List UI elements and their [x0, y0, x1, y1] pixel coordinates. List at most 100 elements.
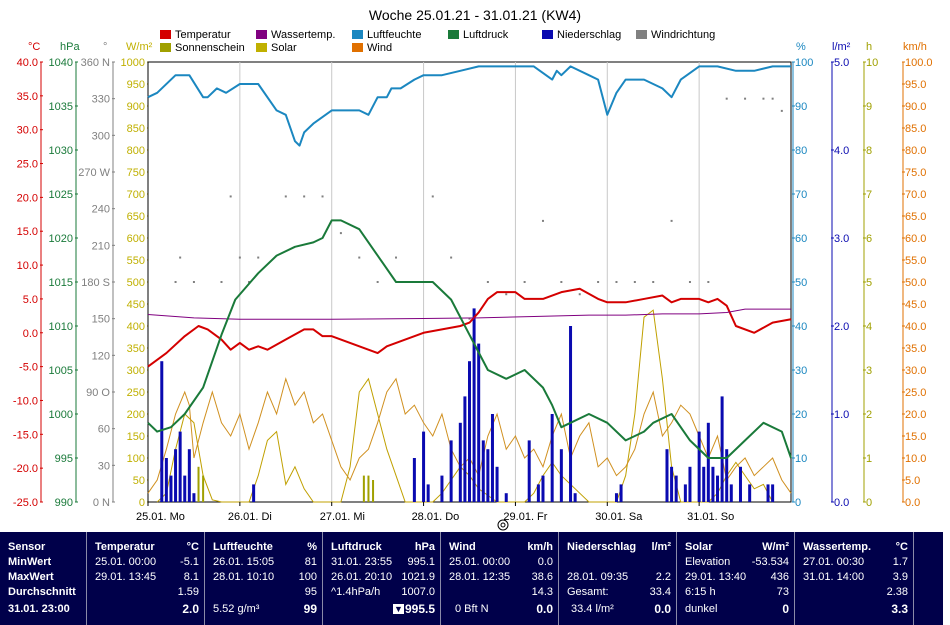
sun-axis-tick: 6 [866, 233, 872, 245]
wind-current: 0.0 [536, 602, 553, 616]
wind-axis-tick: 55.0 [905, 255, 926, 267]
wind-direction-point [376, 281, 379, 283]
wind-direction-point [431, 195, 434, 198]
solar-unit: W/m² [762, 541, 789, 553]
precipitation-bar [422, 431, 426, 502]
precipitation-bar [252, 484, 256, 502]
wind-direction-point [578, 293, 581, 296]
sunshine-bar [372, 480, 375, 502]
temperatur-unit: °C [186, 541, 199, 553]
winddir-axis-tick: 120 [92, 350, 110, 362]
solar-max-date: 29.01. 13:40 [685, 571, 747, 583]
wassertemp-max-value: 3.9 [892, 571, 908, 583]
wind-direction-point [615, 281, 618, 283]
solar-max-value: 436 [770, 571, 789, 583]
solar-axis-tick: 200 [127, 409, 145, 421]
temp-axis-tick: 35.0 [17, 91, 38, 103]
scroll-handle-icon[interactable] [497, 519, 509, 531]
solar-axis-tick: 450 [127, 299, 145, 311]
precipitation-bar [527, 440, 531, 502]
wind-axis-tick: 90.0 [905, 101, 926, 113]
legend-swatch [448, 30, 459, 39]
temperatur-average: 1.59 [177, 586, 199, 598]
temperatur-title: Temperatur [95, 541, 155, 553]
label-durchschnitt: Durchschnitt [8, 586, 76, 598]
winddir-axis-tick: 30 [98, 460, 110, 472]
weather-chart: Woche 25.01.21 - 31.01.21 (KW4) Temperat… [13, 7, 933, 531]
legend-label: Solar [271, 42, 297, 54]
luftfeuchte-min-date: 26.01. 15:05 [213, 556, 275, 568]
solar-axis-tick: 300 [127, 365, 145, 377]
wind-direction-point [633, 281, 636, 283]
pressure-axis-tick: 1010 [49, 321, 73, 333]
winddir-axis-tick: 60 [98, 424, 110, 436]
temp-axis-tick: 5.0 [23, 294, 38, 306]
wind-axis-tick: 35.0 [905, 343, 926, 355]
luftdruck-trend: ^1.4hPa/h [331, 586, 381, 598]
luftfeuchte-line [147, 65, 791, 147]
precipitation-bar [504, 493, 508, 502]
wind-beaufort: 0 Bft N [455, 603, 489, 615]
wind-direction-point [505, 293, 508, 296]
solar-axis-tick: 900 [127, 101, 145, 113]
precipitation-bar [536, 484, 540, 502]
solar-axis-tick: 650 [127, 211, 145, 223]
solar-current: 0 [782, 602, 789, 616]
luftfeuchte-max-date: 28.01. 10:10 [213, 571, 275, 583]
pressure-axis-tick: 1020 [49, 233, 73, 245]
wind-axis-tick: 45.0 [905, 299, 926, 311]
niederschlag-section: Niederschlag l/m² 28.01. 09:35 2.2 Gesamt:… [558, 532, 677, 625]
temp-axis-tick: 40.0 [17, 57, 38, 69]
precipitation-bar [426, 484, 430, 502]
wind-title: Wind [449, 541, 476, 553]
sun-axis-tick: 8 [866, 145, 872, 157]
wind-direction-point [468, 317, 471, 320]
sun-axis-tick: 3 [866, 365, 872, 377]
temperatur-min-date: 25.01. 00:00 [95, 556, 157, 568]
luftdruck-min-date: 31.01. 23:55 [331, 556, 393, 568]
x-axis-tick-label: 30.01. Sa [595, 511, 643, 523]
solar-axis-tick: 500 [127, 277, 145, 289]
pressure-axis-tick: 1000 [49, 409, 73, 421]
precipitation-bar [619, 484, 623, 502]
precipitation-bar [541, 475, 545, 502]
solar-elevation-label: Elevation [685, 556, 731, 568]
legend: Temperatur Wassertemp. Luftfeuchte Luftdruc… [160, 29, 715, 54]
wassertemp-min-date: 27.01. 00:30 [803, 556, 865, 568]
wind-axis-tick: 10.0 [905, 453, 926, 465]
precipitation-bar [569, 326, 573, 502]
precipitation-bar [160, 361, 164, 502]
x-axis-tick-label: 26.01. Di [228, 511, 272, 523]
winddir-axis-tick: 150 [92, 314, 110, 326]
wind-direction-point [597, 281, 600, 283]
niederschlag-max-value: 2.2 [655, 571, 671, 583]
sun-axis-tick: 4 [866, 321, 872, 333]
wind-axis-tick: 85.0 [905, 123, 926, 135]
pressure-axis-unit: hPa [60, 41, 80, 53]
legend-swatch [256, 30, 267, 39]
legend-label: Niederschlag [557, 29, 621, 41]
wassertemp-unit: °C [895, 541, 908, 553]
winddir-axis-tick: 180 S [81, 277, 110, 289]
solar-axis-tick: 0 [139, 497, 145, 509]
niederschlag-total: 33.4 l/m² [571, 603, 614, 615]
sun-axis-tick: 2 [866, 409, 872, 421]
wind-direction-point [707, 281, 710, 283]
legend-label: Sonnenschein [175, 42, 245, 54]
legend-label: Wassertemp. [271, 29, 335, 41]
precipitation-bar [550, 414, 554, 502]
precipitation-bar [697, 431, 701, 502]
humidity-axis-tick: 40 [795, 321, 807, 333]
luftdruck-max-date: 26.01. 20:10 [331, 571, 393, 583]
wind-direction-point [179, 256, 182, 259]
humidity-axis-unit: % [796, 41, 806, 53]
solar-axis-tick: 50 [133, 475, 145, 487]
solar-axis-tick: 1000 [121, 57, 145, 69]
wind-direction-point [523, 281, 526, 283]
temp-axis-tick: 30.0 [17, 125, 38, 137]
luftfeuchte-section: Luftfeuchte% 26.01. 15:05 81 28.01. 10:10… [204, 532, 323, 625]
pressure-axis-tick: 1040 [49, 57, 73, 69]
wassertemp-average: 2.38 [886, 586, 908, 598]
wind-min-value: 0.0 [537, 556, 553, 568]
precipitation-bar [614, 493, 618, 502]
